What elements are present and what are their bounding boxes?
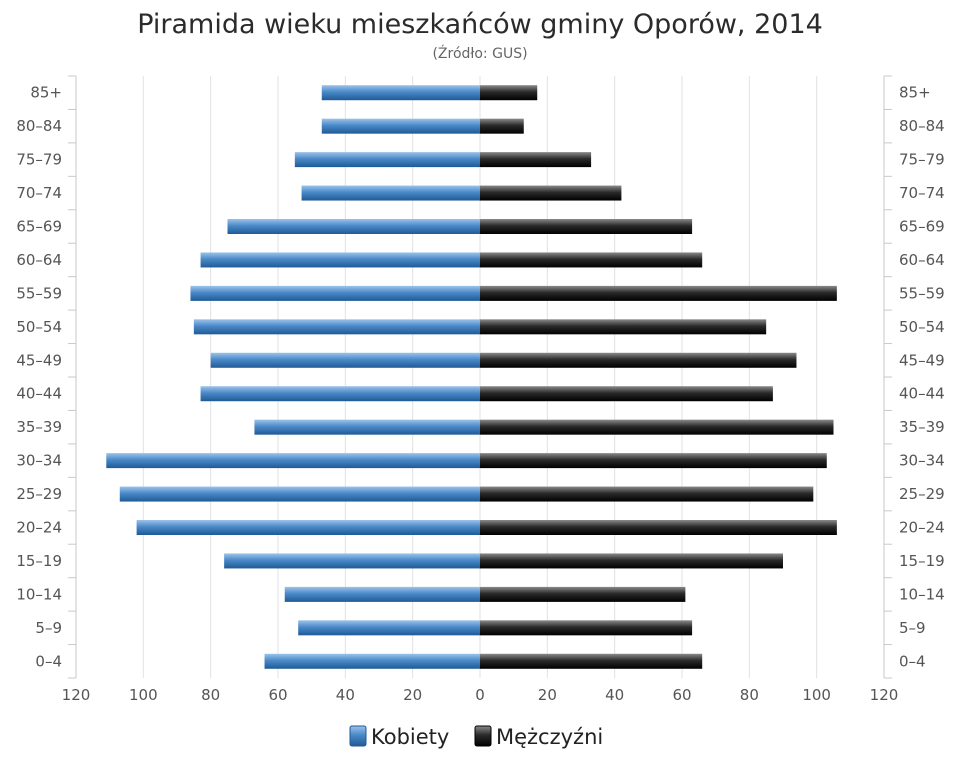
right-category-label: 65–69 (899, 218, 945, 236)
x-tick-label: 20 (403, 686, 422, 704)
left-category-label: 20–24 (16, 519, 62, 537)
bar-kobiety[interactable] (190, 285, 480, 301)
bar-kobiety[interactable] (294, 152, 480, 168)
bar-mezczyzni[interactable] (480, 653, 703, 669)
bar-kobiety[interactable] (321, 85, 480, 101)
left-category-label: 70–74 (16, 184, 62, 202)
left-category-label: 40–44 (16, 385, 62, 403)
x-tick-label: 0 (475, 686, 485, 704)
right-category-label: 70–74 (899, 184, 945, 202)
bar-mezczyzni[interactable] (480, 319, 767, 335)
left-category-label: 15–19 (16, 552, 62, 570)
x-tick-label: 100 (129, 686, 158, 704)
bar-mezczyzni[interactable] (480, 453, 827, 469)
bar-mezczyzni[interactable] (480, 185, 622, 201)
bar-kobiety[interactable] (210, 352, 480, 368)
bar-kobiety[interactable] (264, 653, 480, 669)
left-category-label: 30–34 (16, 452, 62, 470)
bars-layer (106, 85, 837, 669)
bar-kobiety[interactable] (224, 553, 480, 569)
right-category-label: 55–59 (899, 284, 945, 302)
right-category-label: 75–79 (899, 151, 945, 169)
bar-kobiety[interactable] (119, 486, 481, 502)
bar-mezczyzni[interactable] (480, 219, 693, 234)
right-category-label: 85+ (899, 84, 931, 102)
bar-mezczyzni[interactable] (480, 586, 686, 602)
x-tick-label: 80 (201, 686, 220, 704)
bar-kobiety[interactable] (298, 620, 480, 636)
legend-label-mezczyzni[interactable]: Mężczyźni (496, 725, 603, 749)
left-category-label: 80–84 (16, 117, 62, 135)
right-category-label: 15–19 (899, 552, 945, 570)
bar-mezczyzni[interactable] (480, 553, 783, 569)
x-tick-label: 100 (802, 686, 831, 704)
left-category-label: 35–39 (16, 418, 62, 436)
x-tick-label: 60 (268, 686, 287, 704)
bar-kobiety[interactable] (136, 520, 480, 535)
legend-label-kobiety[interactable]: Kobiety (371, 725, 449, 749)
chart-subtitle: (Źródło: GUS) (432, 44, 527, 62)
bar-mezczyzni[interactable] (480, 118, 524, 134)
bar-mezczyzni[interactable] (480, 252, 703, 268)
right-category-label: 60–64 (899, 251, 945, 269)
left-category-label: 0–4 (35, 652, 62, 670)
left-category-label: 25–29 (16, 485, 62, 503)
bar-kobiety[interactable] (284, 586, 480, 602)
left-category-label: 45–49 (16, 351, 62, 369)
x-tick-label: 120 (870, 686, 899, 704)
left-category-label: 75–79 (16, 151, 62, 169)
bar-kobiety[interactable] (200, 252, 481, 268)
bar-mezczyzni[interactable] (480, 520, 837, 535)
bar-mezczyzni[interactable] (480, 85, 538, 101)
bar-kobiety[interactable] (254, 419, 480, 435)
right-category-label: 20–24 (899, 519, 945, 537)
legend-swatch-kobiety[interactable] (349, 725, 367, 747)
x-tick-label: 80 (740, 686, 759, 704)
left-category-label: 50–54 (16, 318, 62, 336)
x-tick-label: 120 (62, 686, 91, 704)
bar-kobiety[interactable] (106, 453, 481, 469)
left-category-label: 5–9 (35, 619, 62, 637)
right-category-label: 5–9 (899, 619, 926, 637)
right-category-label: 40–44 (899, 385, 945, 403)
bar-kobiety[interactable] (193, 319, 481, 335)
x-tick-label: 40 (336, 686, 355, 704)
left-category-label: 10–14 (16, 585, 62, 603)
left-category-label: 65–69 (16, 218, 62, 236)
left-category-label: 85+ (30, 84, 62, 102)
bar-mezczyzni[interactable] (480, 285, 837, 301)
x-tick-label: 60 (672, 686, 691, 704)
bar-mezczyzni[interactable] (480, 486, 814, 502)
x-tick-label: 40 (605, 686, 624, 704)
right-category-label: 35–39 (899, 418, 945, 436)
right-category-label: 80–84 (899, 117, 945, 135)
bar-mezczyzni[interactable] (480, 419, 834, 435)
right-category-label: 25–29 (899, 485, 945, 503)
right-category-label: 45–49 (899, 351, 945, 369)
bar-kobiety[interactable] (200, 386, 481, 402)
chart-title: Piramida wieku mieszkańców gminy Oporów,… (137, 9, 823, 40)
legend[interactable]: Kobiety Mężczyźni (349, 725, 603, 749)
bar-kobiety[interactable] (301, 185, 480, 201)
x-tick-label: 20 (538, 686, 557, 704)
bar-mezczyzni[interactable] (480, 620, 693, 636)
bar-kobiety[interactable] (321, 118, 480, 134)
legend-swatch-mezczyzni[interactable] (474, 725, 492, 747)
left-category-label: 60–64 (16, 251, 62, 269)
right-category-label: 30–34 (899, 452, 945, 470)
right-category-label: 0–4 (899, 652, 926, 670)
right-category-label: 10–14 (899, 585, 945, 603)
bar-mezczyzni[interactable] (480, 152, 592, 168)
bar-mezczyzni[interactable] (480, 386, 773, 402)
bar-kobiety[interactable] (227, 219, 481, 234)
right-category-label: 50–54 (899, 318, 945, 336)
bar-mezczyzni[interactable] (480, 352, 797, 368)
left-category-label: 55–59 (16, 284, 62, 302)
